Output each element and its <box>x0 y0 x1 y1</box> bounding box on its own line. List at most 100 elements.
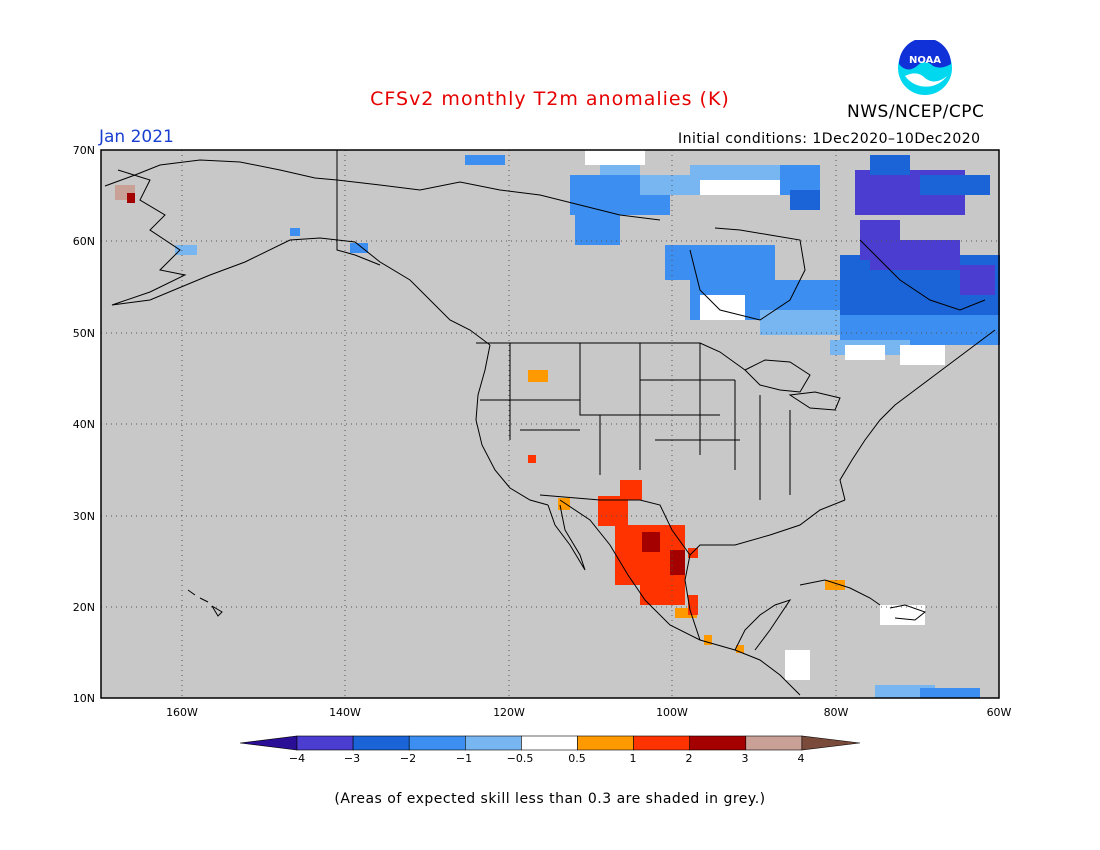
colorbar-label: −3 <box>344 752 360 765</box>
lon-label: 80W <box>824 706 849 719</box>
labrador-coast <box>859 239 986 311</box>
hawaii <box>187 589 223 617</box>
lat-label: 50N <box>73 327 95 340</box>
anomaly-cell <box>785 650 810 680</box>
colorbar-swatch <box>577 735 634 751</box>
alaska-coast <box>111 169 491 346</box>
lat-label: 30N <box>73 510 95 523</box>
logo-wave <box>905 73 947 87</box>
colorbar <box>239 735 861 751</box>
chart-title: CFSv2 monthly T2m anomalies (K) <box>370 88 730 110</box>
lon-label: 60W <box>987 706 1012 719</box>
anomaly-cell <box>688 548 698 558</box>
footnote: (Areas of expected skill less than 0.3 a… <box>334 791 766 807</box>
anomaly-cell <box>704 635 712 645</box>
longitude-labels: 160W 140W 120W 100W 80W 60W <box>166 706 1011 719</box>
anomaly-cell <box>598 496 628 526</box>
logo-text: NOAA <box>909 55 941 66</box>
us-state-lines <box>480 343 791 500</box>
colorbar-label: 1 <box>630 752 637 765</box>
colorbar-right-extension <box>801 735 861 751</box>
colorbar-label: −1 <box>456 752 472 765</box>
anomaly-cell <box>642 532 660 552</box>
political-borders <box>336 150 791 556</box>
colorbar-swatch <box>464 735 522 751</box>
map-frame <box>100 149 1000 699</box>
anomaly-cell <box>640 175 700 195</box>
lon-label: 100W <box>656 706 688 719</box>
anomaly-cell <box>736 645 744 653</box>
anomaly-cell <box>870 155 910 175</box>
colorbar-swatch <box>521 735 578 751</box>
logo-sky <box>899 40 951 70</box>
anomaly-cell <box>528 455 536 463</box>
anomaly-cell <box>665 245 775 280</box>
canada-arctic-coast <box>336 179 661 221</box>
anomaly-cell <box>585 150 645 165</box>
initial-conditions: Initial conditions: 1Dec2020–10Dec2020 <box>678 131 981 147</box>
alaska-north-coast <box>104 159 338 187</box>
yucatan <box>734 599 792 651</box>
anomaly-cell <box>920 175 990 195</box>
anomaly-cell <box>760 310 840 335</box>
valid-month: Jan 2021 <box>99 127 174 147</box>
colorbar-swatch <box>745 735 803 751</box>
lat-label: 40N <box>73 418 95 431</box>
colorbar-swatch <box>633 735 690 751</box>
anomaly-cell <box>620 480 642 500</box>
us-canada-border <box>476 342 746 371</box>
colorbar-label: −0.5 <box>507 752 534 765</box>
gulf-coast <box>684 499 846 641</box>
colorbar-swatch <box>352 735 410 751</box>
anomaly-cell <box>600 165 640 175</box>
latitude-labels: 70N 60N 50N 40N 30N 20N 10N <box>73 144 95 705</box>
noaa-logo: NOAA <box>898 40 952 95</box>
anomaly-cell <box>575 215 620 245</box>
anomaly-cells <box>115 150 1000 698</box>
great-lakes <box>744 359 841 411</box>
anomaly-cell <box>700 180 780 195</box>
anomaly-cell <box>558 498 570 510</box>
anomaly-cell <box>675 608 697 618</box>
organization-label: NWS/NCEP/CPC <box>847 102 985 122</box>
lat-label: 10N <box>73 692 95 705</box>
lon-label: 120W <box>493 706 525 719</box>
lon-label: 140W <box>329 706 361 719</box>
anomaly-cell <box>825 580 845 590</box>
colorbar-label: 3 <box>742 752 749 765</box>
pacific-coast-us <box>475 344 549 506</box>
anomaly-cell <box>350 243 368 253</box>
anomaly-cell <box>688 595 698 615</box>
anomaly-cell <box>900 345 945 365</box>
mexico-pacific-coast <box>559 499 801 696</box>
anomaly-cell <box>870 240 960 270</box>
anomaly-cell <box>960 265 995 295</box>
anomaly-cell <box>920 688 980 698</box>
anomaly-cell <box>640 585 685 605</box>
colorbar-swatch <box>296 735 354 751</box>
anomaly-cell <box>290 228 300 236</box>
anomaly-cell <box>175 245 197 255</box>
anomaly-cell <box>127 193 135 203</box>
us-mexico-border <box>539 494 691 556</box>
anomaly-cell <box>790 190 820 210</box>
lon-label: 160W <box>166 706 198 719</box>
cuba <box>799 579 881 606</box>
lat-label: 70N <box>73 144 95 157</box>
lat-label: 20N <box>73 601 95 614</box>
colorbar-label: −2 <box>400 752 416 765</box>
anomaly-cell <box>670 550 685 575</box>
anomaly-cell <box>465 155 505 165</box>
colorbar-label: 4 <box>798 752 805 765</box>
anomaly-cell <box>700 295 745 320</box>
baja-california <box>547 504 586 571</box>
anomaly-cell <box>880 605 925 625</box>
colorbar-label: 2 <box>686 752 693 765</box>
atlantic-coast <box>839 329 996 501</box>
anomaly-cell <box>528 370 548 382</box>
colorbar-label: 0.5 <box>568 752 586 765</box>
colorbar-left-extension <box>239 735 298 751</box>
lat-label: 60N <box>73 235 95 248</box>
hudson-bay <box>689 227 806 321</box>
